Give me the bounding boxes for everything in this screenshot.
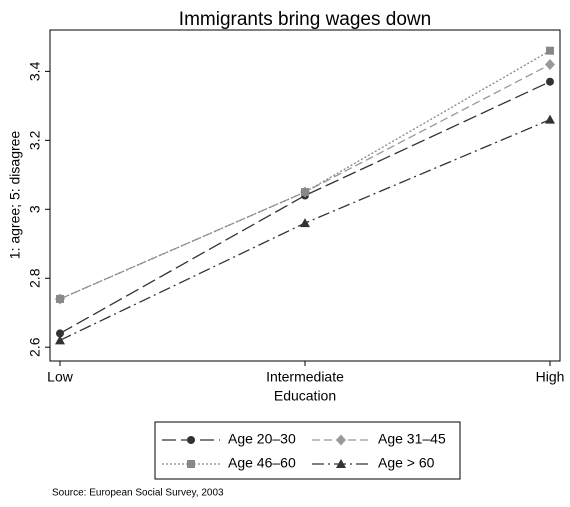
legend-marker — [336, 434, 346, 446]
marker — [301, 188, 309, 197]
marker — [56, 294, 64, 303]
legend-label: Age 20–30 — [228, 431, 296, 447]
marker — [546, 77, 554, 86]
y-tick-label: 3.2 — [27, 130, 43, 150]
series-line — [59, 81, 551, 334]
y-tick-label: 2.6 — [27, 337, 43, 357]
marker — [545, 114, 555, 124]
legend-marker — [187, 436, 195, 444]
legend-marker — [336, 459, 346, 468]
marker — [545, 58, 555, 70]
y-tick-label: 3.4 — [27, 61, 43, 81]
source-note: Source: European Social Survey, 2003 — [52, 488, 224, 499]
legend-label: Age > 60 — [378, 455, 435, 471]
x-tick-label: Intermediate — [266, 369, 344, 385]
chart-title: Immigrants bring wages down — [179, 9, 431, 30]
x-axis-label: Education — [274, 388, 336, 404]
legend-box — [154, 421, 461, 480]
y-tick-label: 2.8 — [27, 268, 43, 288]
marker — [300, 218, 310, 228]
marker — [56, 329, 64, 338]
y-axis-label: 1: agree; 5: disagree — [7, 131, 23, 260]
x-tick-label: High — [536, 369, 565, 385]
marker — [546, 46, 554, 55]
series-line — [59, 50, 551, 300]
legend-marker — [187, 460, 195, 468]
x-tick-label: Low — [47, 369, 74, 385]
legend-label: Age 31–45 — [378, 431, 446, 447]
legend-label: Age 46–60 — [228, 455, 296, 471]
y-tick-label: 3 — [27, 205, 43, 213]
marker — [55, 335, 65, 345]
